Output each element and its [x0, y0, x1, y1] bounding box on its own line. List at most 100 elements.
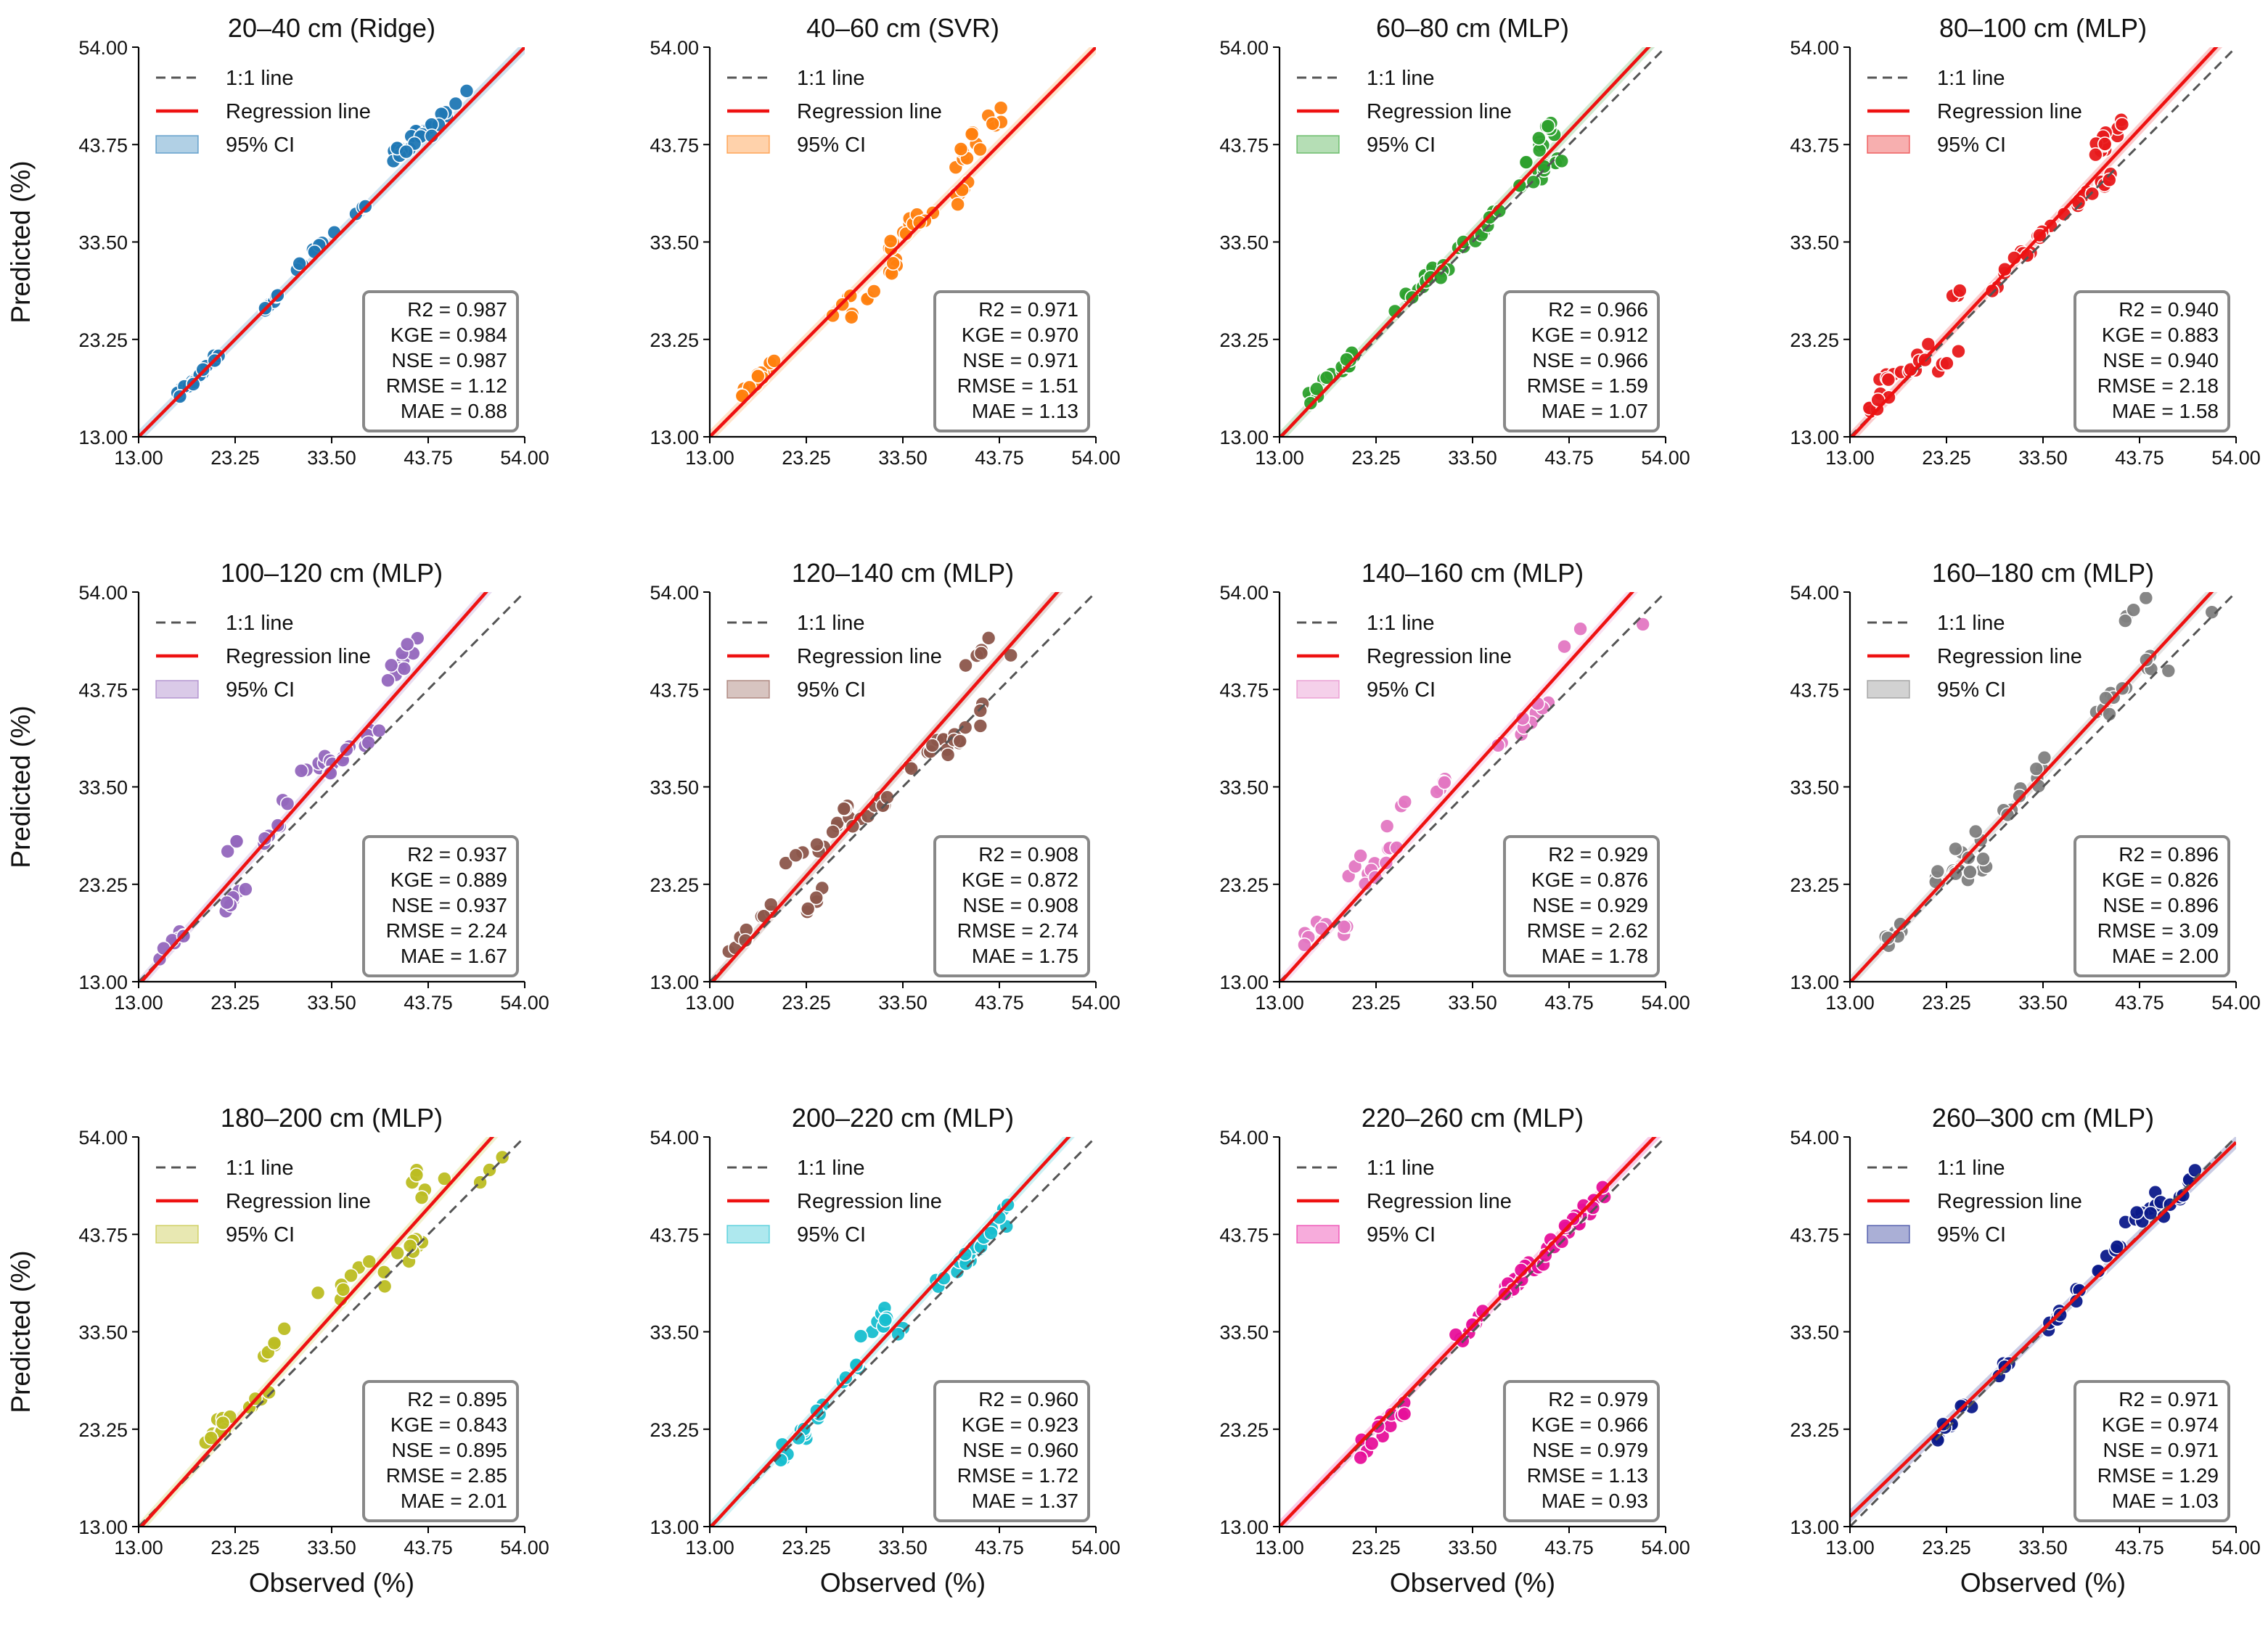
legend: 1:1 line Regression line 95% CI [1296, 1157, 1512, 1247]
x-tick-label: 33.50 [307, 447, 356, 469]
x-tick-label: 13.00 [685, 447, 734, 469]
data-point [766, 353, 782, 369]
metric-rmse: RMSE = 1.72 [957, 1464, 1078, 1487]
data-point [380, 673, 396, 689]
metrics-frame [1503, 1380, 1660, 1522]
data-point [2088, 147, 2103, 163]
data-point [1557, 639, 1572, 654]
data-point [219, 895, 234, 911]
metric-r2: R2 = 0.940 [2118, 298, 2219, 321]
regression-line [710, 47, 1096, 437]
x-tick-label: 43.75 [404, 992, 453, 1014]
data-point [763, 897, 779, 912]
data-point [1364, 1436, 1380, 1451]
legend-identity-label: 1:1 line [1367, 67, 1435, 90]
data-point [958, 657, 973, 673]
metric-kge: KGE = 0.883 [2102, 324, 2219, 346]
legend-ci-swatch [1867, 1225, 1910, 1244]
data-point [257, 831, 273, 847]
data-point [1976, 851, 1991, 867]
x-tick-label: 43.75 [975, 1537, 1024, 1559]
data-point [940, 747, 956, 763]
data-point [1531, 131, 1547, 146]
metric-r2: R2 = 0.929 [1548, 843, 1648, 866]
data-point [292, 256, 307, 271]
legend: 1:1 line Regression line 95% CI [1867, 67, 2082, 157]
metric-nse: NSE = 0.929 [1532, 894, 1648, 916]
y-tick-label: 43.75 [1219, 1224, 1269, 1246]
legend-regression-label: Regression line [1367, 645, 1512, 668]
metric-nse: NSE = 0.966 [1532, 349, 1648, 371]
x-tick-label: 54.00 [1071, 447, 1121, 469]
data-point [853, 1329, 869, 1344]
data-point [1557, 1218, 1573, 1233]
regression-line [1850, 47, 2219, 437]
y-tick-label: 33.50 [1219, 777, 1269, 799]
legend-ci-swatch [1296, 135, 1340, 154]
x-axis-label: Observed (%) [249, 1568, 414, 1598]
metric-rmse: RMSE = 2.85 [386, 1464, 507, 1487]
data-point [877, 1312, 893, 1328]
data-point [279, 796, 295, 812]
metric-kge: KGE = 0.826 [2102, 869, 2219, 891]
data-point [1003, 647, 1019, 663]
metrics-frame [362, 290, 519, 432]
metrics-frame [2073, 290, 2230, 432]
metric-kge: KGE = 0.912 [1531, 324, 1648, 346]
y-axis-label: Predicted (%) [6, 705, 36, 868]
metric-r2: R2 = 0.896 [2118, 843, 2219, 866]
data-point [1297, 937, 1312, 953]
data-point [2068, 1294, 2084, 1309]
data-point [277, 1321, 292, 1336]
x-tick-label: 54.00 [1071, 992, 1121, 1014]
y-tick-label: 23.25 [650, 329, 699, 351]
data-point [737, 932, 753, 948]
x-tick-label: 33.50 [1448, 992, 1497, 1014]
y-tick-label: 23.25 [1790, 1419, 1839, 1441]
data-point [343, 1268, 359, 1284]
data-point [925, 738, 941, 753]
x-tick-label: 43.75 [404, 1537, 453, 1559]
data-point [973, 141, 988, 157]
data-point [957, 1247, 973, 1262]
data-point [1554, 153, 1570, 169]
x-axis-label: Observed (%) [1960, 1568, 2126, 1598]
y-tick-label: 54.00 [1790, 582, 1839, 604]
metric-rmse: RMSE = 1.13 [1527, 1464, 1648, 1487]
data-point [398, 144, 414, 160]
data-point [912, 215, 928, 230]
regression-line [1280, 47, 1651, 437]
data-point [383, 657, 399, 673]
data-point [1518, 155, 1534, 170]
x-tick-label: 23.25 [782, 447, 831, 469]
data-point [750, 369, 766, 384]
data-point [1353, 848, 1368, 863]
data-point [953, 141, 969, 157]
panel-title: 200–220 cm (MLP) [792, 1103, 1014, 1133]
y-tick-label: 13.00 [1219, 972, 1269, 993]
metrics-frame [2073, 1380, 2230, 1522]
metric-nse: NSE = 0.979 [1532, 1439, 1648, 1461]
regression-line [139, 592, 488, 982]
x-tick-label: 43.75 [975, 447, 1024, 469]
panel-title: 40–60 cm (SVR) [806, 13, 999, 43]
metric-rmse: RMSE = 2.74 [957, 919, 1078, 942]
metric-mae: MAE = 1.37 [972, 1490, 1078, 1512]
y-tick-label: 33.50 [1219, 1322, 1269, 1344]
y-tick-label: 43.75 [78, 679, 128, 701]
plot-area [710, 47, 1096, 437]
y-tick-label: 23.25 [1790, 874, 1839, 896]
y-tick-label: 23.25 [1219, 1419, 1269, 1441]
plot-area [710, 1137, 1096, 1527]
data-point [1920, 336, 1936, 352]
plot-area [139, 592, 525, 982]
legend-regression-label: Regression line [797, 1190, 942, 1213]
data-point [2129, 1204, 2145, 1220]
y-tick-label: 33.50 [78, 777, 128, 799]
metrics-box: R2 = 0.937 KGE = 0.889 NSE = 0.937 RMSE = 2… [362, 835, 519, 977]
